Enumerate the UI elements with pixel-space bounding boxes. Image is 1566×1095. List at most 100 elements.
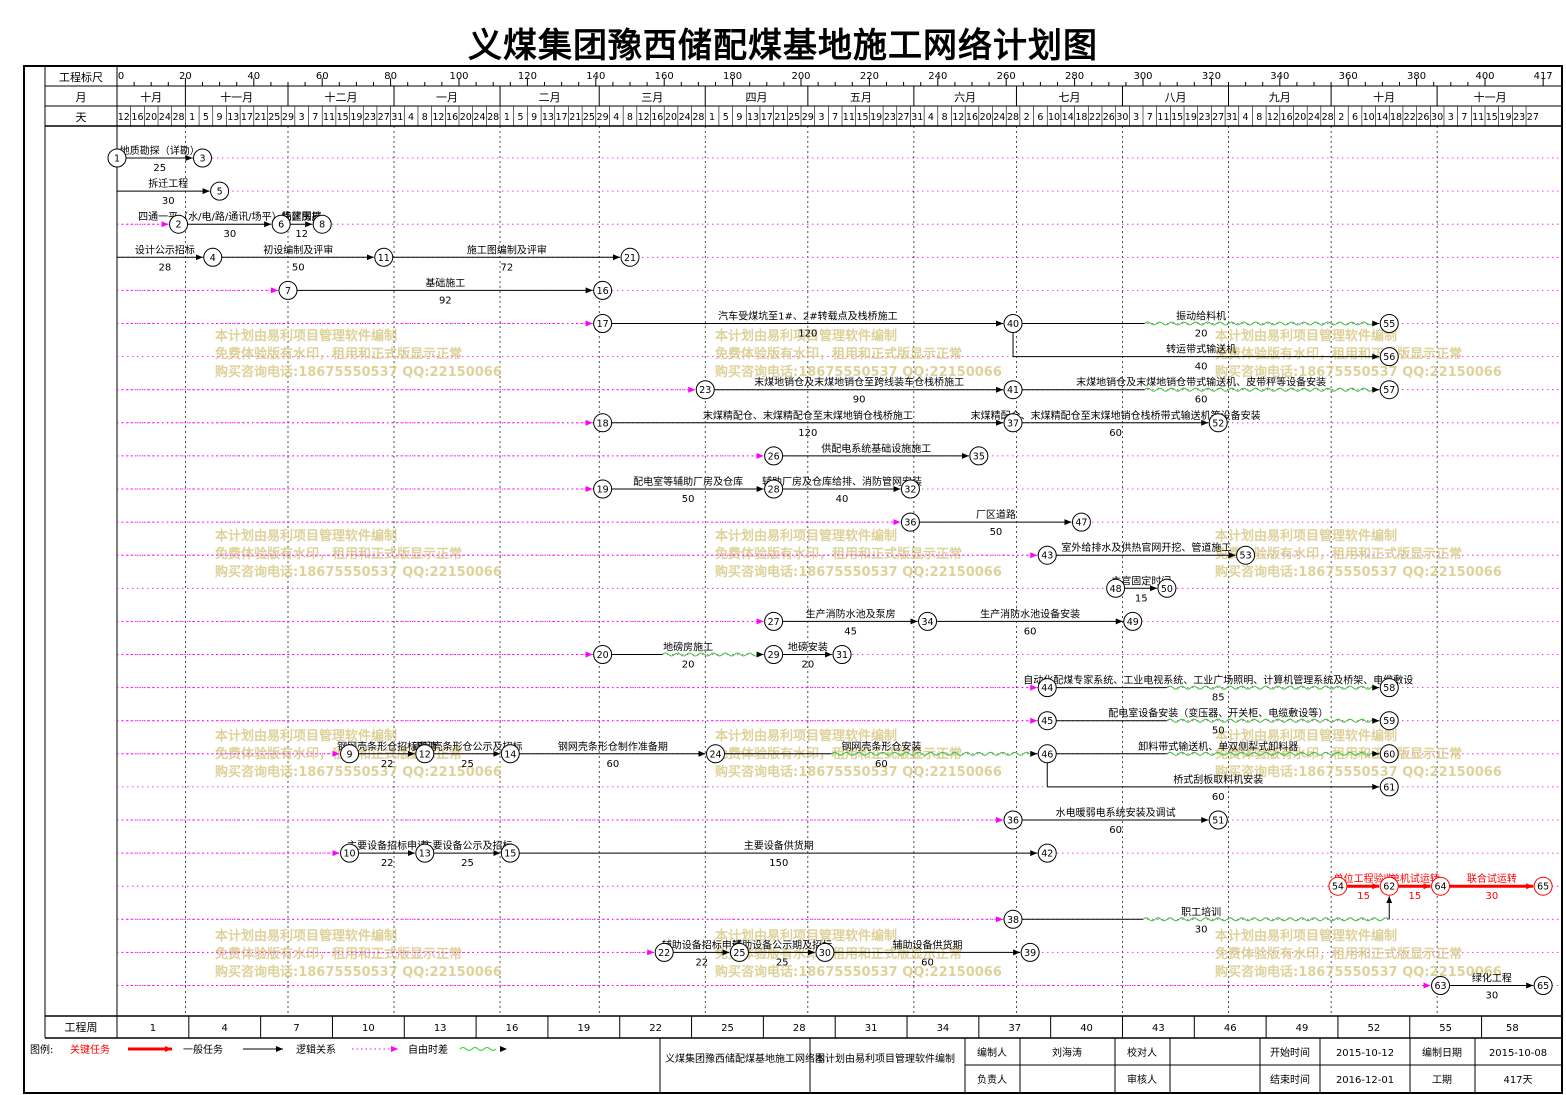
event-node-label: 34 — [921, 617, 933, 628]
watermark: 本计划由易利项目管理软件编制免费体验版有水印，租用和正式版显示正常购买咨询电话:… — [215, 928, 502, 980]
day-label-cell: 29 — [802, 112, 814, 123]
task-label: 拆迁工程 — [148, 177, 188, 190]
event-node-label: 48 — [1110, 584, 1122, 595]
info-project-name: 义煤集团豫西储配煤基地施工网络图 — [665, 1052, 825, 1065]
week-cell: 16 — [506, 1023, 519, 1034]
day-label-cell: 13 — [227, 112, 239, 123]
event-node-label: 22 — [658, 948, 670, 959]
event-node-label: 30 — [819, 948, 831, 959]
info-date-label: 编制日期 — [1422, 1046, 1462, 1059]
event-node — [1037, 711, 1057, 731]
day-label-cell: 7 — [1461, 112, 1467, 123]
day-label-cell: 19 — [1499, 112, 1511, 123]
event-node — [1003, 380, 1023, 400]
free-float-wave — [1144, 321, 1374, 326]
task-duration: 15 — [1357, 891, 1370, 902]
watermark-line: 购买咨询电话:18675550537 QQ:22150066 — [215, 964, 502, 980]
watermark-line: 本计划由易利项目管理软件编制 — [1215, 928, 1397, 944]
info-start: 2015-10-12 — [1336, 1048, 1394, 1059]
event-node — [203, 247, 223, 267]
month-label: 月 — [76, 91, 87, 104]
day-label-cell: 24 — [993, 112, 1005, 123]
day-label-cell: 11 — [1157, 112, 1169, 123]
task-duration: 40 — [836, 494, 849, 505]
month-label-cell: 六月 — [954, 91, 976, 104]
day-label-cell: 23 — [364, 112, 376, 123]
info-duration: 417天 — [1503, 1075, 1532, 1086]
event-node — [1379, 876, 1399, 896]
day-label-cell: 14 — [1062, 112, 1074, 123]
day-label-cell: 22 — [1404, 112, 1416, 123]
week-cell: 13 — [434, 1023, 447, 1034]
info-end-label: 结束时间 — [1270, 1073, 1310, 1086]
day-label-cell: 8 — [627, 112, 633, 123]
task-label: 水电暖弱电系统安装及调试 — [1056, 806, 1176, 819]
event-node — [1020, 942, 1040, 962]
day-label-cell: 26 — [1103, 112, 1115, 123]
day-label-cell: 20 — [145, 112, 157, 123]
task-duration: 25 — [776, 957, 789, 968]
day-label-cell: 17 — [241, 112, 253, 123]
task-label: 辅助厂房及仓库给排、消防管网安装 — [762, 475, 922, 488]
event-node-label: 16 — [597, 286, 609, 297]
task-label: 桥式刮板取料机安装 — [1173, 773, 1263, 786]
event-node — [1379, 678, 1399, 698]
task-label: 末煤地销仓及末煤地销仓至跨线装车仓栈桥施工 — [754, 376, 964, 389]
day-label-cell: 31 — [391, 112, 403, 123]
event-node-label: 32 — [904, 485, 916, 496]
info-start-label: 开始时间 — [1270, 1046, 1310, 1059]
watermark: 本计划由易利项目管理软件编制免费体验版有水印，租用和正式版显示正常购买咨询电话:… — [715, 928, 1002, 980]
task-duration: 40 — [1195, 362, 1208, 373]
day-label-cell: 31 — [1226, 112, 1238, 123]
free-float-wave — [1144, 387, 1374, 392]
day-label-cell: 6 — [1352, 112, 1358, 123]
event-node-label: 14 — [504, 749, 516, 760]
task-duration: 25 — [461, 759, 474, 770]
event-node-label: 4 — [210, 253, 216, 264]
day-label-cell: 20 — [980, 112, 992, 123]
week-cell: 58 — [1506, 1023, 1519, 1034]
event-node — [278, 280, 298, 300]
event-node-label: 60 — [1383, 749, 1395, 760]
event-node — [918, 611, 938, 631]
day-label-cell: 22 — [1089, 112, 1101, 123]
month-label-cell: 十一月 — [1474, 90, 1507, 104]
scale-label: 工程标尺 — [59, 70, 103, 84]
scale-tick-label: 140 — [586, 71, 605, 82]
task-label: 末煤地销仓及末煤地销仓带式输送机、皮带秤等设备安装 — [1076, 376, 1326, 389]
info-date: 2015-10-08 — [1489, 1048, 1547, 1059]
task-label: 配电室等辅助厂房及仓库 — [633, 475, 743, 488]
event-node — [415, 843, 435, 863]
watermark: 本计划由易利项目管理软件编制免费体验版有水印，租用和正式版显示正常购买咨询电话:… — [1215, 328, 1502, 380]
event-node-label: 51 — [1212, 816, 1224, 827]
week-cell: 10 — [362, 1023, 375, 1034]
event-node — [815, 942, 835, 962]
event-node — [706, 744, 725, 764]
event-node — [593, 413, 613, 433]
task-label: 生产消防水池设备安装 — [980, 607, 1080, 620]
event-node — [169, 214, 189, 234]
week-cell: 52 — [1367, 1023, 1380, 1034]
event-node — [1533, 876, 1553, 896]
event-node — [654, 942, 674, 962]
event-node — [1379, 777, 1399, 797]
day-label-cell: 6 — [1037, 112, 1043, 123]
free-float-wave — [831, 751, 1030, 756]
task-duration: 50 — [1212, 726, 1225, 737]
task-label: 主要设备招标申请 — [347, 839, 427, 852]
event-node-label: 58 — [1383, 683, 1395, 694]
week-cell: 22 — [649, 1023, 662, 1034]
day-label-cell: 4 — [1243, 112, 1249, 123]
task-label: 钢网壳条形仓招标申请 — [337, 740, 437, 753]
task-duration: 20 — [801, 660, 814, 671]
task-duration: 22 — [695, 957, 708, 968]
event-node-label: 43 — [1041, 551, 1053, 562]
event-node — [340, 843, 360, 863]
watermark-line: 购买咨询电话:18675550537 QQ:22150066 — [1215, 364, 1502, 380]
watermark: 本计划由易利项目管理软件编制免费体验版有水印，租用和正式版显示正常购买咨询电话:… — [715, 328, 1002, 380]
day-label-cell: 1 — [504, 112, 510, 123]
watermark-line: 免费体验版有水印，租用和正式版显示正常 — [715, 546, 962, 562]
event-node-label: 65 — [1537, 981, 1549, 992]
watermark-line: 购买咨询电话:18675550537 QQ:22150066 — [215, 764, 502, 780]
day-label-cell: 18 — [1390, 112, 1402, 123]
